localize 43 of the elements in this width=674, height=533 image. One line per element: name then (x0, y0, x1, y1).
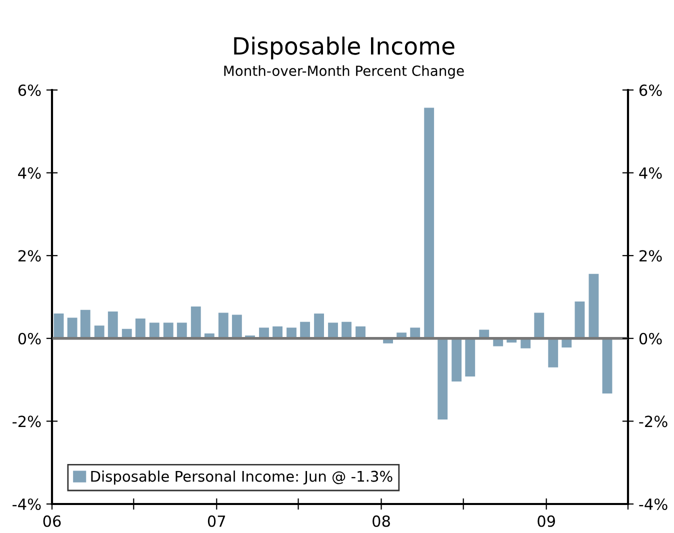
y2-tick-label: -2% (639, 416, 668, 428)
bar (534, 312, 544, 338)
bar (452, 338, 462, 382)
chart-subtitle: Month-over-Month Percent Change (224, 65, 464, 79)
bar (314, 314, 324, 338)
bar (232, 314, 242, 338)
y2-tick-label: -4% (639, 498, 668, 510)
bar (108, 311, 118, 338)
legend-label: Disposable Personal Income: Jun @ -1.3% (91, 470, 392, 485)
bar (135, 318, 146, 338)
bar (465, 338, 476, 376)
bar (424, 108, 434, 338)
y-tick-label: -2% (12, 416, 41, 428)
x-tick-label: 08 (372, 515, 390, 527)
y-tick-label: 2% (18, 250, 41, 262)
y-tick-label: 4% (18, 167, 41, 179)
bar (574, 302, 585, 338)
bar (190, 306, 201, 338)
x-tick-label: 09 (538, 515, 556, 527)
y2-tick-label: 6% (639, 84, 662, 96)
bar (176, 322, 187, 338)
chart-title: Disposable Income (234, 36, 454, 60)
x-tick-label: 06 (43, 515, 61, 527)
bar (548, 338, 558, 368)
bar (67, 318, 78, 338)
y2-tick-label: 2% (640, 250, 662, 262)
bar (54, 314, 64, 338)
bar (588, 274, 599, 338)
bar (80, 310, 90, 338)
bar (300, 322, 310, 338)
bar (163, 322, 174, 338)
bar (218, 312, 228, 338)
y2-tick-label: 0% (639, 332, 662, 344)
bar (328, 322, 338, 338)
bar (342, 322, 352, 338)
bar (149, 322, 160, 338)
x-tick-label: 07 (208, 515, 226, 527)
y-tick-label: -4% (12, 498, 41, 510)
bar (438, 338, 448, 420)
y2-tick-label: 4% (639, 167, 662, 179)
y-tick-label: 0% (18, 332, 41, 344)
y-tick-label: 6% (18, 84, 41, 96)
bar (602, 338, 612, 394)
